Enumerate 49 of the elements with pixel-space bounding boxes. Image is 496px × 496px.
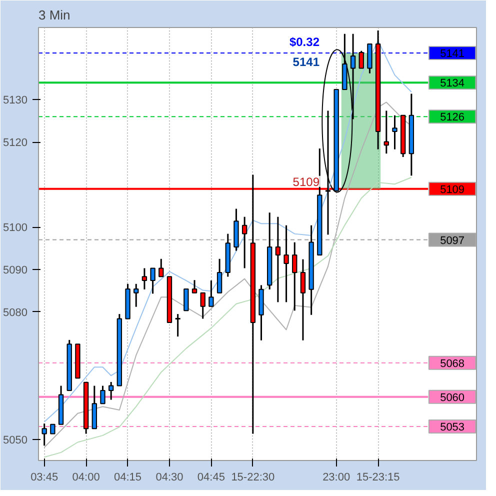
candlestick <box>100 385 106 404</box>
ref-line-label: 5134 <box>440 78 465 90</box>
annotation: 5141 <box>292 54 320 69</box>
candlestick <box>284 224 289 303</box>
y-tick-label: 5090 <box>3 264 28 276</box>
candlestick <box>384 110 389 154</box>
candlestick <box>200 292 206 320</box>
x-tick-label: 15-23:15 <box>356 472 400 484</box>
x-tick-label: 04:45 <box>197 472 225 484</box>
x-tick-label: 03:45 <box>30 472 58 484</box>
candlestick <box>358 50 364 70</box>
x-tick-label: 04:00 <box>72 472 100 484</box>
candlestick <box>134 283 139 308</box>
ref-line-label: 5068 <box>440 358 465 370</box>
y-tick-label: 5120 <box>3 137 28 150</box>
candlestick <box>158 258 164 278</box>
candlestick <box>292 242 298 312</box>
candlestick <box>242 216 248 269</box>
candlestick <box>150 267 156 294</box>
ref-line-label: 5053 <box>440 422 465 434</box>
ref-line-label: 5060 <box>440 392 465 404</box>
ref-line-label: 5109 <box>440 184 465 196</box>
ref-line-label: 5126 <box>440 112 465 124</box>
y-tick-label: 5100 <box>3 222 28 234</box>
candlestick <box>192 279 198 294</box>
y-tick-label: 5050 <box>3 434 28 446</box>
ref-line-label: 5097 <box>440 234 465 247</box>
candlestick <box>174 313 182 338</box>
x-tick-label: 04:30 <box>156 472 184 484</box>
candlestick <box>300 258 306 342</box>
y-tick-label: 5080 <box>3 306 28 319</box>
chart-title: 3 Min <box>38 8 70 22</box>
candlestick <box>42 422 47 446</box>
x-tick-label: 04:15 <box>114 472 142 484</box>
candlestick <box>108 381 114 401</box>
candlestick <box>208 280 214 308</box>
candlestick <box>392 114 398 150</box>
x-tick-label: 15-22:30 <box>231 472 275 484</box>
candlestick <box>142 267 148 290</box>
annotation: $0.32 <box>289 34 320 49</box>
ref-line-label: 5141 <box>440 48 465 60</box>
candlestick <box>184 288 189 312</box>
x-tick-label: 23:00 <box>322 472 350 484</box>
candlestick <box>275 216 281 303</box>
candlestick <box>216 258 222 294</box>
y-tick-label: 5130 <box>3 94 28 107</box>
annotation: 5109 <box>292 174 320 189</box>
line-series <box>44 176 412 458</box>
candlestick <box>50 424 56 434</box>
